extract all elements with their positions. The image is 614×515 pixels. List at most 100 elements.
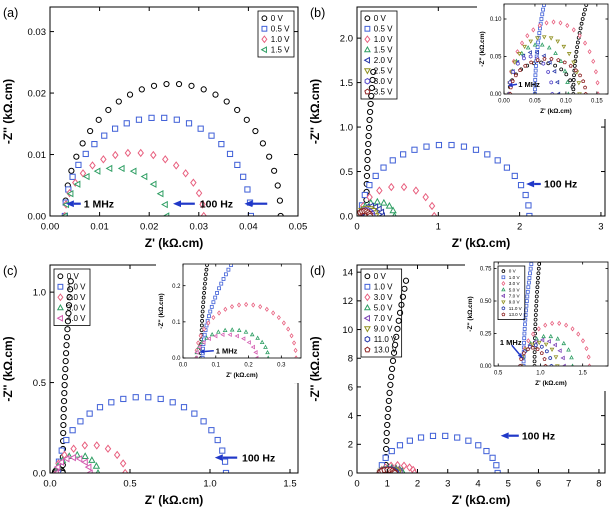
svg-text:2: 2 (517, 222, 522, 233)
series-13.0V (376, 466, 399, 473)
panel-c-inset: 0.0 0.1 0.2 0.3 0.0 0.1 0.2 Z' (kΩ.cm) -Z'' (kΩ.… (156, 261, 305, 383)
y-axis-label: -Z'' (kΩ.cm) (1, 336, 15, 401)
series-0V (61, 80, 284, 216)
svg-text:0.00: 0.00 (41, 222, 60, 233)
annotation-100-Hz: 100 Hz (526, 179, 577, 191)
annotation-100-Hz: 100 Hz (173, 198, 268, 210)
legend-item: 7.0 V (363, 314, 393, 323)
svg-text:3.5 V: 3.5 V (374, 88, 393, 97)
series-1.0V (377, 432, 501, 473)
svg-text:0.05: 0.05 (529, 99, 541, 105)
svg-text:0.5: 0.5 (340, 167, 353, 178)
svg-text:0.1: 0.1 (172, 320, 181, 326)
chart-background (0, 0, 307, 258)
series-1.0V (54, 394, 230, 473)
series-0V (507, 4, 589, 94)
svg-text:0: 0 (354, 222, 359, 233)
x-axis-label: Z' (kΩ.cm) (226, 372, 258, 379)
svg-text:1.5 V: 1.5 V (271, 46, 290, 55)
legend-item: 0 V (364, 14, 387, 23)
legend-item: 3.5 V (364, 88, 393, 97)
legend-item: 3.0 V (56, 304, 86, 313)
series-3.5V (508, 56, 588, 94)
svg-text:2.0 V: 2.0 V (374, 56, 393, 65)
tick-labels: 0 1 2 3 0.0 0.5 1.0 1.5 2.0 (340, 33, 604, 232)
svg-text:0.25: 0.25 (480, 332, 492, 338)
legend-item: 9.0 V (363, 325, 393, 334)
legend-item: 13.0 V (364, 346, 398, 355)
svg-text:2.0 V: 2.0 V (67, 293, 86, 302)
tick-labels: 0.00 0.05 0.10 0.15 0.00 0.05 0.10 (490, 17, 604, 104)
svg-text:3: 3 (445, 479, 450, 490)
x-axis-label: Z' (kΩ.cm) (145, 236, 203, 250)
svg-text:0.0: 0.0 (33, 468, 46, 479)
svg-text:0.00: 0.00 (498, 99, 510, 105)
svg-text:2: 2 (348, 440, 353, 451)
svg-text:5.0 V: 5.0 V (374, 304, 393, 313)
series-13.0V (518, 345, 548, 366)
panel-label-c: (c) (3, 264, 18, 278)
legend: 0 V1.0 V3.0 V5.0 V7.0 V9.0 V11.0 V13.0 V (497, 265, 526, 320)
x-axis-label: Z' (kΩ.cm) (452, 493, 510, 507)
svg-text:2: 2 (415, 479, 420, 490)
axis-ticks (356, 265, 605, 474)
svg-text:0.00: 0.00 (490, 92, 502, 98)
svg-text:3.0 V: 3.0 V (374, 77, 393, 86)
panel-d-inset: 0.5 1.0 1.5 0.00 0.25 0.50 0.75 Z' (kΩ.cm) -Z'' … (465, 259, 612, 391)
panel-label-b: (b) (310, 6, 325, 20)
legend-item: 3.0 V (364, 77, 393, 86)
annotation-1-MHz: 1 MHz (500, 338, 523, 359)
series-layer (194, 264, 298, 358)
svg-text:1.0 V: 1.0 V (509, 275, 521, 280)
x-axis-label: Z' (kΩ.cm) (145, 493, 203, 507)
legend-item: 11.0 V (501, 306, 523, 311)
svg-text:5.0 V: 5.0 V (509, 287, 521, 292)
svg-text:0.03: 0.03 (28, 27, 47, 38)
axis-ticks (49, 265, 298, 474)
svg-text:1.0: 1.0 (203, 479, 216, 490)
series-layer (51, 278, 230, 473)
legend: 0 V 0.5 V1.0 V 1.5 V (257, 10, 295, 58)
svg-text:1.0: 1.0 (536, 371, 545, 377)
y-axis-label: -Z'' (kΩ.cm) (479, 31, 486, 66)
legend-item: 1.0 V (261, 35, 290, 44)
svg-text:7.0 V: 7.0 V (509, 294, 521, 299)
plot-frame (182, 263, 302, 359)
svg-text:0.5: 0.5 (123, 479, 136, 490)
svg-text:0.75: 0.75 (480, 267, 492, 273)
svg-text:0.15: 0.15 (591, 99, 603, 105)
legend-item: 1.0 V (364, 283, 393, 292)
svg-text:0 V: 0 V (374, 14, 387, 23)
legend: 0 V1.0 V3.0 V5.0 V7.0 V9.0 V11.0 V13.0 V (360, 268, 403, 358)
plot-frame (493, 261, 609, 367)
legend-item: 2.5 V (363, 67, 393, 76)
legend-item: 1.0 V (364, 35, 393, 44)
legend: 0 V 0.5 V1.0 V 1.5 V2.0 V 2.5 V3.0 V 3.5 V (360, 10, 398, 100)
svg-text:0.01: 0.01 (90, 222, 109, 233)
svg-text:100 Hz: 100 Hz (522, 430, 555, 442)
legend-item: 3.0 V (364, 293, 393, 302)
x-axis-label: Z' (kΩ.cm) (452, 236, 510, 250)
svg-text:1.0 V: 1.0 V (271, 35, 290, 44)
svg-text:4: 4 (475, 479, 480, 490)
tick-labels: 0.5 1.0 1.5 0.00 0.25 0.50 0.75 (480, 267, 588, 377)
svg-text:0.5: 0.5 (33, 378, 46, 389)
series-layer (376, 277, 501, 473)
svg-text:13.0 V: 13.0 V (509, 312, 523, 317)
y-axis-label: -Z'' (kΩ.cm) (158, 293, 165, 328)
svg-text:0.2: 0.2 (244, 363, 253, 369)
svg-text:3.0 V: 3.0 V (509, 281, 521, 286)
series-1.0V (200, 264, 233, 358)
svg-text:1.0 V: 1.0 V (374, 35, 393, 44)
series-layer (518, 262, 592, 366)
svg-text:6: 6 (348, 382, 353, 393)
svg-text:0 V: 0 V (374, 272, 387, 281)
legend-item: 0 V (57, 272, 79, 281)
svg-text:0.03: 0.03 (190, 222, 209, 233)
svg-text:1: 1 (385, 479, 390, 490)
svg-text:3.0 V: 3.0 V (67, 304, 86, 313)
legend-item: 0 V (501, 269, 517, 274)
